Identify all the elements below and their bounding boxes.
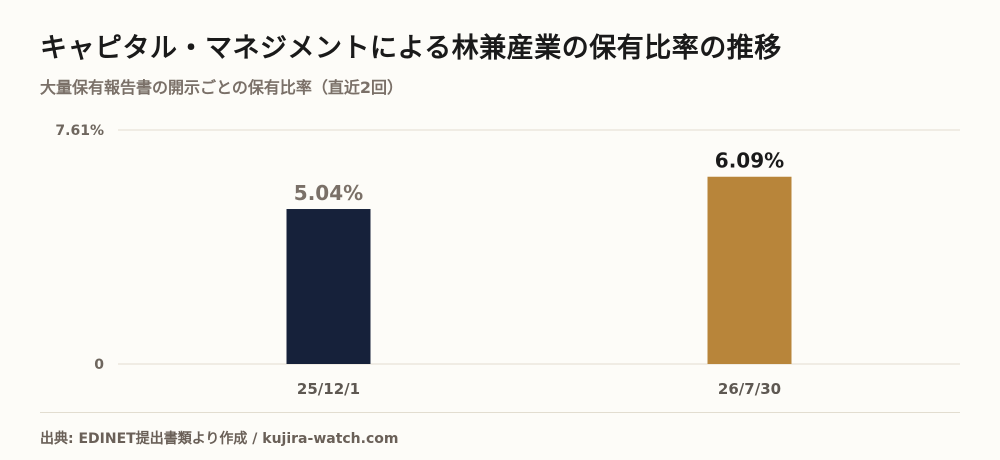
page-subtitle: 大量保有報告書の開示ごとの保有比率（直近2回） [40,78,403,97]
data-label-0: 5.04% [294,181,363,205]
y-tick-label-1: 7.61% [55,123,104,139]
bar-chart: 0 7.61% 5.04% 25/12/1 6.09% 26/7/30 [55,123,960,398]
source-note: 出典: EDINET提出書類より作成 / kujira-watch.com [40,431,399,447]
bar-0 [286,209,371,364]
data-label-1: 6.09% [715,149,784,173]
page-title: キャピタル・マネジメントによる林兼産業の保有比率の推移 [40,33,782,64]
x-tick-label-1: 26/7/30 [718,380,781,398]
y-tick-label-0: 0 [94,357,104,373]
x-tick-label-0: 25/12/1 [297,380,360,398]
footer-divider [40,412,960,413]
bar-1 [707,176,792,364]
